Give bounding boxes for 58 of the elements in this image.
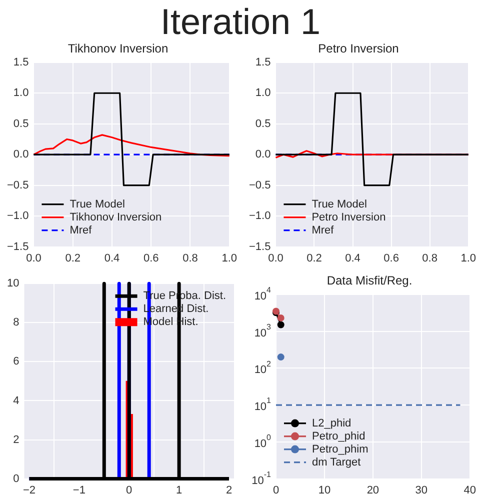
legend-label: True Model (312, 198, 367, 210)
point (277, 314, 284, 322)
y-tick-label: −0.5 (248, 179, 271, 192)
y-tick-label: 4 (13, 394, 20, 407)
x-tick-label: 0.0 (26, 252, 42, 264)
y-tick-label: 10 (6, 278, 20, 290)
legend-label: L2_phid (312, 417, 352, 430)
x-tick-label: 1.0 (222, 252, 238, 264)
chart-title: Data Misfit/Reg. (326, 274, 412, 288)
x-tick-label: 20 (366, 484, 380, 496)
x-tick-label: 2 (226, 484, 232, 496)
x-tick-label: 30 (415, 484, 428, 496)
x-tick-label: 40 (464, 484, 476, 496)
legend-label: dm Target (312, 456, 361, 468)
y-tick-label: 0.0 (255, 148, 271, 161)
y-tick-label: 1.5 (255, 56, 271, 68)
y-tick-label: 1.0 (255, 87, 271, 100)
y-tick-label: 0 (13, 472, 20, 485)
y-tick-label: 8 (13, 316, 20, 329)
y-tick-label: 6 (13, 356, 20, 368)
y-tick-label: 0.5 (255, 118, 271, 130)
y-tick-label: 0.0 (13, 148, 29, 161)
chart-subtitle: Tikhonov Inversion (68, 42, 168, 56)
x-tick-label: 0.4 (345, 252, 360, 264)
y-tick-label: −1.0 (6, 210, 29, 222)
legend-label: True Model (70, 198, 125, 210)
y-tick-label: −0.5 (6, 179, 29, 192)
legend-label: Tikhonov Inversion (70, 211, 162, 224)
point (277, 354, 284, 361)
legend-label: Mref (312, 224, 335, 236)
y-tick-label: −1.5 (248, 240, 271, 253)
chart-title: Petro Inversion (318, 42, 399, 56)
legend-label: Petro_phid (312, 430, 366, 442)
x-tick-label: 0 (126, 484, 132, 496)
x-tick-label: 0.2 (306, 252, 322, 264)
x-tick-label: 0.8 (182, 252, 198, 264)
x-tick-label: −1 (72, 484, 86, 496)
y-tick-label: −1.5 (6, 240, 29, 253)
y-tick-label: 0.5 (13, 118, 29, 130)
x-tick-label: 1 (176, 484, 182, 496)
y-tick-label: 2 (13, 434, 20, 446)
legend-label: Petro Inversion (312, 211, 386, 224)
x-tick-label: 0.6 (143, 252, 159, 264)
point (277, 321, 284, 328)
x-tick-label: 10 (318, 484, 331, 496)
x-tick-label: 0.4 (104, 252, 120, 264)
x-tick-label: 0.0 (268, 252, 284, 264)
x-tick-label: 0.8 (422, 252, 438, 264)
legend-label: Petro_phim (312, 443, 368, 456)
y-tick-label: 1.0 (13, 87, 29, 100)
legend-label: Mref (70, 224, 93, 236)
chart-title: Iteration 1 (159, 1, 322, 42)
y-tick-label: 1.5 (13, 56, 29, 68)
x-tick-label: 0.2 (65, 252, 80, 264)
x-tick-label: 0.6 (384, 252, 399, 264)
y-tick-label: −1.0 (248, 210, 271, 222)
x-tick-label: −2 (22, 484, 36, 496)
x-tick-label: 1.0 (460, 252, 476, 264)
